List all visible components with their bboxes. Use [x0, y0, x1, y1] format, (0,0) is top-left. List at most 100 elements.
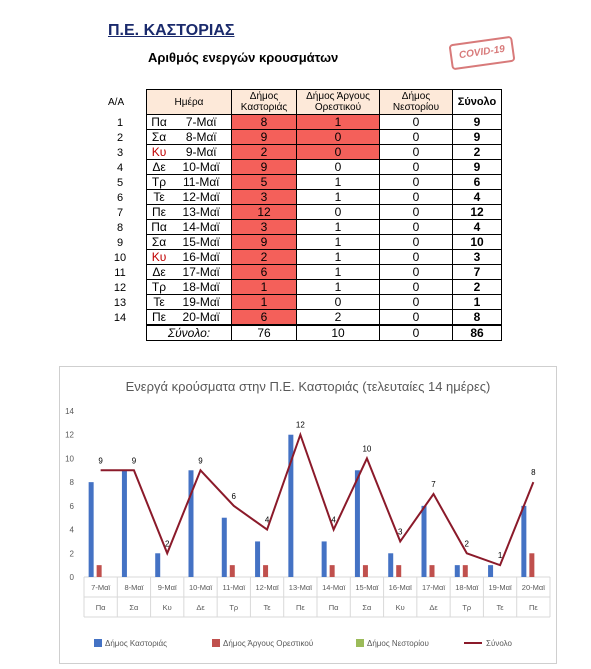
date-cell: 14-Μαϊ: [171, 219, 232, 235]
y-tick-label: 8: [70, 478, 75, 487]
legend-label: Δήμος Άργους Ορεστικού: [223, 639, 313, 648]
nestorio-cell: 0: [379, 114, 453, 130]
total-data-label: 1: [498, 551, 503, 560]
total-argos: 10: [296, 324, 380, 341]
y-tick-label: 2: [70, 549, 75, 558]
nestorio-cell: 0: [379, 174, 453, 190]
total-cell: 7: [452, 264, 502, 280]
bar-argos: [96, 565, 102, 577]
y-tick-label: 0: [70, 573, 75, 582]
date-cell: 10-Μαϊ: [171, 159, 232, 175]
kastoria-cell: 5: [231, 174, 297, 190]
day-of-week-cell: Πε: [146, 309, 171, 326]
row-index: 7: [116, 207, 124, 219]
day-of-week-cell: Τρ: [146, 174, 171, 190]
argos-cell: 1: [296, 174, 380, 190]
bar-argos: [362, 565, 368, 577]
row-index: 10: [113, 252, 127, 264]
bar-kastoria: [388, 553, 394, 577]
argos-cell: 0: [296, 294, 380, 310]
x-tick-label: 10-Μαϊ: [189, 583, 212, 592]
totals-row: Σύνολο: 76 10 0 86: [146, 324, 502, 341]
total-data-label: 2: [165, 539, 170, 548]
legend-label: Δήμος Καστοριάς: [105, 639, 167, 648]
page-title: Π.Ε. ΚΑΣΤΟΡΙΑΣ: [108, 22, 235, 39]
total-data-label: 9: [98, 456, 103, 465]
total-data-label: 8: [531, 468, 536, 477]
argos-cell: 1: [296, 279, 380, 295]
bar-kastoria: [255, 541, 261, 577]
bar-argos: [429, 565, 435, 577]
x-day-label: Τρ: [229, 603, 238, 612]
date-cell: 18-Μαϊ: [171, 279, 232, 295]
argos-cell: 0: [296, 144, 380, 160]
cases-table: Ημέρα Δήμος Καστοριάς Δήμος Άργους Ορεστ…: [146, 89, 502, 341]
bar-kastoria: [321, 541, 327, 577]
totals-label: Σύνολο:: [146, 324, 232, 341]
date-cell: 8-Μαϊ: [171, 129, 232, 145]
col-header-nestorio: Δήμος Νεστορίου: [379, 89, 453, 115]
day-of-week-cell: Δε: [146, 159, 171, 175]
total-cell: 12: [452, 204, 502, 220]
row-index: 12: [113, 282, 127, 294]
x-tick-label: 15-Μαϊ: [355, 583, 378, 592]
col-header-kastoria: Δήμος Καστοριάς: [231, 89, 297, 115]
bar-kastoria: [488, 565, 494, 577]
x-tick-label: 11-Μαϊ: [223, 583, 246, 592]
table-row: Κυ 16-Μαϊ 2 1 0 3: [146, 249, 502, 265]
day-of-week-cell: Τε: [146, 294, 171, 310]
day-of-week-cell: Κυ: [146, 249, 171, 265]
total-cell: 6: [452, 174, 502, 190]
bar-kastoria: [155, 553, 161, 577]
table-row: Πε 13-Μαϊ 12 0 0 12: [146, 204, 502, 220]
total-kastoria: 76: [231, 324, 297, 341]
total-data-label: 4: [331, 516, 336, 525]
kastoria-cell: 3: [231, 219, 297, 235]
argos-cell: 1: [296, 264, 380, 280]
total-nestorio: 0: [379, 324, 453, 341]
x-day-label: Πε: [296, 603, 305, 612]
day-of-week-cell: Τρ: [146, 279, 171, 295]
day-of-week-cell: Πε: [146, 204, 171, 220]
table-row: Σα 15-Μαϊ 9 1 0 10: [146, 234, 502, 250]
table-row: Πα 14-Μαϊ 3 1 0 4: [146, 219, 502, 235]
total-cell: 3: [452, 249, 502, 265]
nestorio-cell: 0: [379, 264, 453, 280]
table-row: Σα 8-Μαϊ 9 0 0 9: [146, 129, 502, 145]
row-index: 6: [116, 192, 124, 204]
total-cell: 9: [452, 114, 502, 130]
kastoria-cell: 9: [231, 129, 297, 145]
index-column: 1 2 3 4 5 6 7 8 9 10 11 12 13 14: [112, 116, 128, 326]
index-header: Α/Α: [108, 97, 125, 108]
legend-label: Σύνολο: [486, 639, 512, 648]
legend-swatch: [212, 639, 220, 647]
row-index: 4: [116, 162, 124, 174]
bar-argos: [329, 565, 335, 577]
total-cell: 4: [452, 189, 502, 205]
total-data-label: 6: [232, 492, 237, 501]
col-header-argos: Δήμος Άργους Ορεστικού: [296, 89, 380, 115]
nestorio-cell: 0: [379, 159, 453, 175]
x-tick-label: 19-Μαϊ: [489, 583, 512, 592]
x-day-label: Τε: [264, 603, 272, 612]
nestorio-cell: 0: [379, 279, 453, 295]
row-index: 11: [114, 267, 126, 279]
kastoria-cell: 12: [231, 204, 297, 220]
total-cell: 1: [452, 294, 502, 310]
table-row: Τρ 18-Μαϊ 1 1 0 2: [146, 279, 502, 295]
y-tick-label: 6: [70, 502, 75, 511]
covid-stamp: COVID-19: [448, 35, 516, 71]
x-tick-label: 13-Μαϊ: [289, 583, 312, 592]
nestorio-cell: 0: [379, 249, 453, 265]
bar-kastoria: [354, 470, 360, 577]
date-cell: 20-Μαϊ: [171, 309, 232, 326]
bar-kastoria: [221, 517, 227, 577]
total-data-label: 3: [398, 527, 403, 536]
bar-kastoria: [88, 482, 94, 577]
bar-kastoria: [421, 505, 427, 577]
total-data-label: 12: [296, 421, 305, 430]
bar-kastoria: [188, 470, 194, 577]
total-cell: 4: [452, 219, 502, 235]
kastoria-cell: 9: [231, 159, 297, 175]
